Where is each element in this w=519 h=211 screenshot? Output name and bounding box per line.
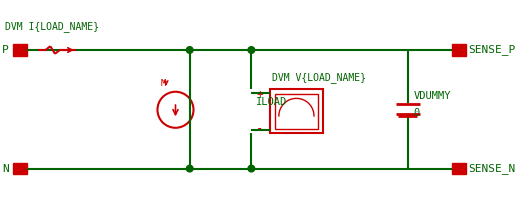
Text: SENSE_P: SENSE_P <box>469 45 516 55</box>
Text: ILOAD: ILOAD <box>256 97 288 107</box>
Text: P: P <box>2 45 9 55</box>
Text: VDUMMY: VDUMMY <box>414 91 451 100</box>
Bar <box>275 94 318 129</box>
Bar <box>13 163 26 174</box>
Text: SENSE_N: SENSE_N <box>469 163 516 174</box>
Text: M: M <box>160 79 166 88</box>
Text: DVM I{LOAD_NAME}: DVM I{LOAD_NAME} <box>5 21 99 32</box>
Circle shape <box>248 165 255 172</box>
Text: -: - <box>256 122 264 135</box>
Text: N: N <box>2 164 9 174</box>
Bar <box>270 89 322 134</box>
Bar <box>453 163 466 174</box>
Circle shape <box>186 47 193 53</box>
Bar <box>453 44 466 56</box>
Text: DVM V{LOAD_NAME}: DVM V{LOAD_NAME} <box>272 72 366 83</box>
Text: 0: 0 <box>414 108 420 118</box>
Bar <box>13 44 26 56</box>
Circle shape <box>186 165 193 172</box>
Text: +: + <box>256 89 263 99</box>
Circle shape <box>248 47 255 53</box>
